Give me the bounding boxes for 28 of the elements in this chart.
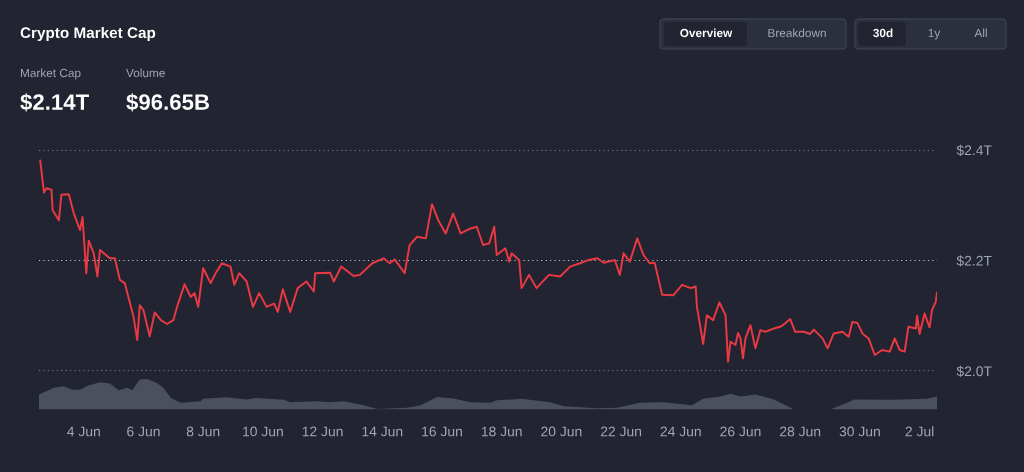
x-tick-label: 20 Jun bbox=[541, 426, 582, 437]
x-tick-label: 6 Jun bbox=[127, 426, 160, 437]
x-tick-label: 8 Jun bbox=[186, 426, 220, 437]
x-tick-label: 4 Jun bbox=[67, 426, 100, 437]
text: Market Cap bbox=[20, 68, 81, 80]
x-tick-label: 26 Jun bbox=[720, 426, 761, 437]
chart-title: Crypto Market Cap bbox=[20, 26, 156, 42]
x-tick-label: 10 Jun bbox=[243, 426, 283, 437]
text: Volume bbox=[126, 68, 165, 78]
text: $2.14T bbox=[20, 93, 89, 112]
x-tick-label: 30 Jun bbox=[839, 426, 880, 437]
x-tick-label: 28 Jun bbox=[780, 426, 821, 437]
y-tick-label: $2.2T bbox=[956, 255, 992, 267]
y-tick-label: $2.0T bbox=[956, 365, 992, 377]
x-tick-label: 16 Jun bbox=[422, 426, 462, 437]
x-tick-label: 2 Jul bbox=[905, 426, 934, 437]
x-tick-label: 12 Jun bbox=[302, 426, 343, 437]
text: 1y bbox=[928, 28, 941, 40]
x-tick-label: 14 Jun bbox=[362, 426, 403, 437]
y-tick-label: $2.4T bbox=[956, 144, 992, 156]
x-tick-label: 18 Jun bbox=[481, 426, 522, 437]
x-tick-label: 24 Jun bbox=[660, 426, 701, 437]
text: Breakdown bbox=[768, 28, 826, 38]
text: 30d bbox=[873, 28, 893, 38]
text: $96.65B bbox=[126, 93, 210, 112]
text: All bbox=[974, 28, 987, 38]
text: Overview bbox=[680, 28, 733, 38]
x-tick-label: 22 Jun bbox=[600, 426, 642, 437]
